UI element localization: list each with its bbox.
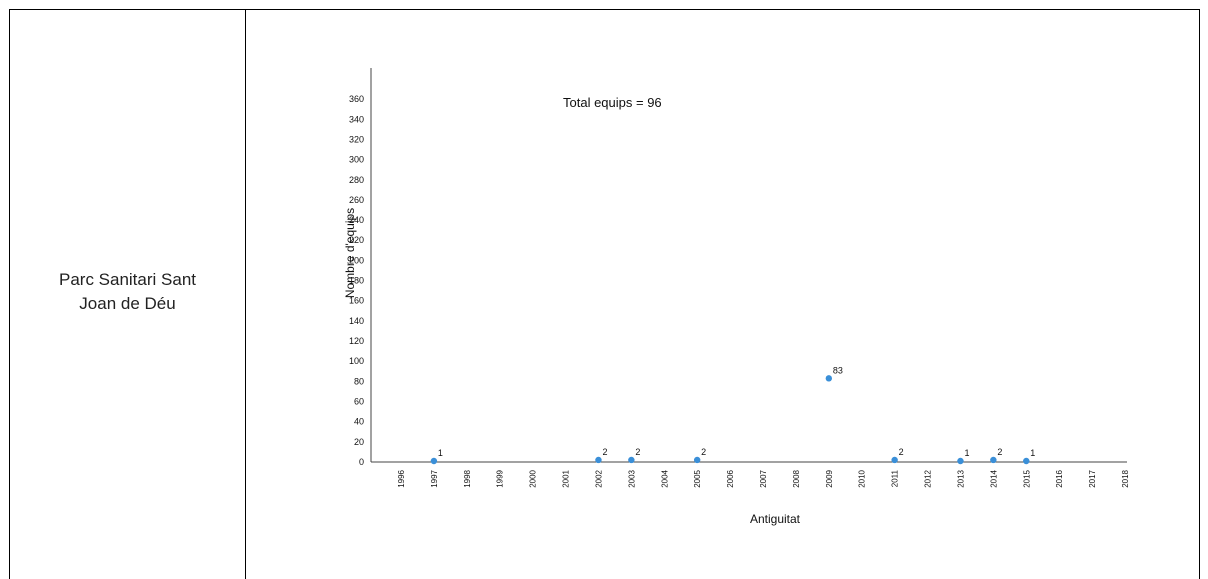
y-tick-label: 220 [349, 235, 364, 245]
data-point-label: 2 [997, 447, 1002, 457]
hospital-name-cell: Parc Sanitari Sant Joan de Déu [10, 268, 245, 316]
x-tick-label: 2005 [693, 469, 702, 487]
data-point [891, 456, 898, 464]
data-point-label: 2 [701, 447, 706, 457]
table-border-right [1199, 9, 1200, 579]
y-tick-label: 340 [349, 114, 364, 124]
data-point [957, 457, 964, 465]
y-axis-label: Nombre d'equips [343, 208, 357, 298]
y-tick-label: 300 [349, 155, 364, 165]
data-point [595, 456, 602, 464]
data-point [825, 375, 833, 382]
y-tick-label: 60 [354, 397, 364, 407]
x-tick-label: 2016 [1055, 469, 1064, 487]
table-border-top [9, 9, 1200, 10]
x-tick-label: 2013 [956, 469, 965, 487]
y-tick-label: 140 [349, 316, 364, 326]
x-axis-label: Antiguitat [750, 512, 801, 526]
y-tick-label: 240 [349, 215, 364, 225]
data-point-label: 1 [438, 448, 443, 458]
y-tick-label: 100 [349, 356, 364, 366]
x-tick-label: 2010 [858, 469, 867, 487]
x-tick-label: 2001 [562, 469, 571, 487]
data-point [1023, 457, 1030, 465]
scatter-chart: 0 20 40 60 80 100 120 140 160 180 200 220 240 260 280 3… [343, 68, 1130, 526]
data-point [430, 457, 438, 465]
x-tick-label: 2017 [1088, 469, 1097, 487]
table-border-left [9, 9, 10, 579]
data-point-label: 83 [833, 365, 843, 375]
x-tick-label: 2003 [627, 469, 636, 487]
y-tick-label: 280 [349, 175, 364, 185]
y-tick-label: 260 [349, 195, 364, 205]
data-point-label: 2 [899, 447, 904, 457]
x-tick-label: 1998 [463, 469, 472, 487]
x-tick-label: 2006 [726, 469, 735, 487]
y-tick-label: 20 [354, 437, 364, 447]
y-tick-label: 180 [349, 276, 364, 286]
data-point-label: 2 [602, 447, 607, 457]
x-tick-label: 2018 [1121, 469, 1130, 487]
y-tick-label: 0 [359, 457, 364, 467]
data-point-label: 2 [635, 447, 640, 457]
data-point-label: 1 [1030, 448, 1035, 458]
x-tick-label: 2007 [759, 469, 768, 487]
x-tick-label: 1996 [397, 469, 406, 487]
x-tick-label: 2011 [891, 469, 900, 487]
total-annotation: Total equips = 96 [563, 95, 662, 110]
x-tick-label: 2012 [924, 469, 933, 487]
y-tick-label: 40 [354, 417, 364, 427]
y-tick-label: 160 [349, 296, 364, 306]
y-tick-label: 80 [354, 376, 364, 386]
data-points: 1 2 2 2 83 2 1 2 1 [430, 365, 1035, 465]
x-tick-label: 2004 [660, 469, 669, 487]
y-tick-label: 360 [349, 94, 364, 104]
data-point [628, 456, 635, 464]
x-tick-label: 2009 [825, 469, 834, 487]
data-point [693, 456, 701, 464]
x-tick-label: 1997 [430, 469, 439, 487]
y-tick-label: 320 [349, 134, 364, 144]
x-tick-label: 2015 [1022, 469, 1031, 487]
y-axis: 0 20 40 60 80 100 120 140 160 180 200 220 240 260 280 3… [349, 68, 372, 467]
hospital-name-line-1: Parc Sanitari Sant [58, 270, 196, 289]
x-tick-label: 1999 [496, 469, 505, 487]
x-tick-label: 2014 [989, 469, 998, 487]
y-tick-label: 120 [349, 336, 364, 346]
data-point-label: 1 [964, 448, 969, 458]
data-point [990, 456, 997, 464]
hospital-name-line-2: Joan de Déu [79, 294, 176, 313]
y-tick-label: 200 [349, 255, 364, 265]
x-tick-label: 2002 [594, 469, 603, 487]
table-border-divider [245, 9, 246, 579]
x-tick-label: 2000 [529, 469, 538, 487]
x-tick-label: 2008 [792, 469, 801, 487]
x-axis: 1996 1997 1998 1999 2000 2001 2002 2003 2004 2005… [371, 461, 1130, 488]
